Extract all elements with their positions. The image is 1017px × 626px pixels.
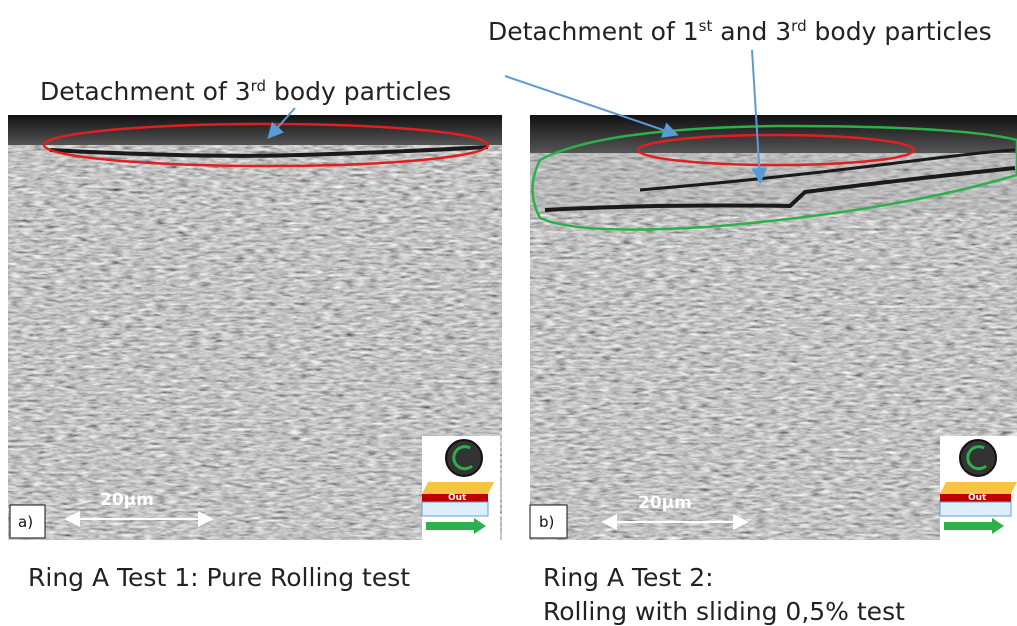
direction-arrow [944,518,1004,534]
rotation [966,445,987,471]
ring [959,439,997,477]
micrograph-b [530,115,1017,540]
annotation-text: Detachment of 3 [40,77,251,106]
caption: Rolling with sliding 0,5% test [543,597,905,626]
caption: Ring A Test 1: Pure Rolling test [28,563,410,592]
superscript: st [699,17,713,35]
icon-label: Out [968,493,987,503]
ring [445,439,483,477]
crack [49,145,489,158]
annotation-text: body particles [266,77,451,106]
pointer-arrow [267,107,296,139]
annotation: Detachment of 3rd body particles [40,77,451,106]
sem-image [8,115,502,540]
layer [422,494,488,502]
panel-label: a) [18,513,33,531]
caption: Ring A Test 2: [543,563,714,592]
panel-label-box [9,504,46,539]
layer [940,494,1011,502]
annotation-text: body particles [807,17,992,46]
annotation-text: and 3 [712,17,791,46]
layer [939,501,1012,517]
annotation-text: Detachment of 1 [488,17,699,46]
scale-label: 20µm [100,490,154,510]
test-icon: Out [939,436,1017,540]
superscript: rd [251,77,266,95]
rotation [452,445,473,471]
red-ellipse [636,133,916,167]
direction-arrow [426,518,486,534]
crack [639,148,1016,192]
scale-label: 20µm [638,493,692,513]
green-outline [531,124,1017,231]
sem-image [530,115,1017,540]
micrograph-a [8,115,502,540]
layer [940,482,1017,494]
panel-label: b) [539,513,554,531]
test-icon: Out [421,436,500,540]
pointer-arrow [751,49,768,184]
red-ellipse [42,122,490,168]
icon-label: Out [448,493,467,503]
layer [422,482,494,494]
pointer-arrow [504,75,679,138]
layer [421,501,489,517]
panel-label-box [529,504,568,539]
crack [544,166,1016,212]
superscript: rd [791,17,806,35]
annotation: Detachment of 1st and 3rd body particles [488,17,992,46]
detached-layer [530,153,1017,213]
